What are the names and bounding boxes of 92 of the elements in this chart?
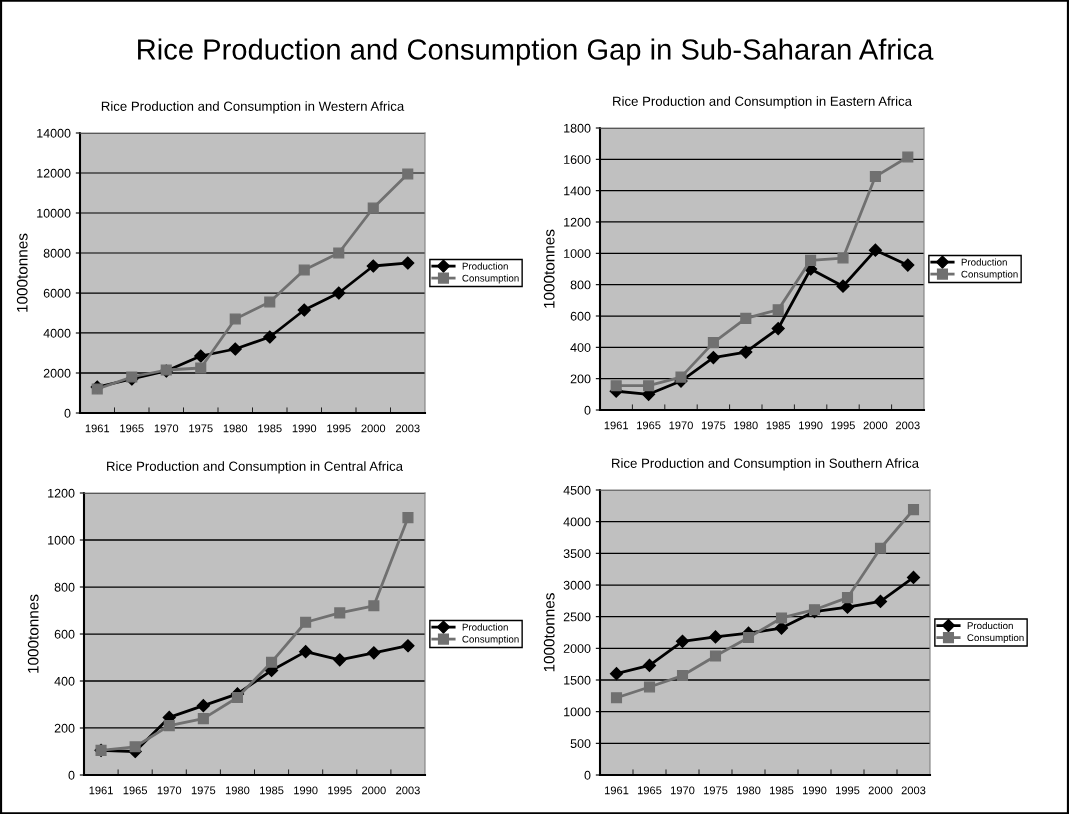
y-axis-title: 1000tonnes bbox=[27, 594, 39, 673]
legend-label: Consumption bbox=[462, 635, 519, 645]
chart-title: Rice Production and Consumption in Central Africa bbox=[107, 461, 404, 474]
chart-title: Rice Production and Consumption in Eastern Africa bbox=[613, 96, 912, 109]
y-tick-label: 1500 bbox=[564, 675, 591, 685]
y-tick-label: 3500 bbox=[563, 549, 591, 558]
y-tick-label: 4500 bbox=[563, 485, 591, 495]
y-tick-label: 3000 bbox=[563, 580, 591, 590]
y-tick-label: 0 bbox=[64, 408, 71, 418]
y-tick-label: 200 bbox=[570, 374, 591, 384]
y-tick-label: 14000 bbox=[37, 128, 71, 138]
x-tick-label: 1961 bbox=[604, 421, 629, 430]
legend-label: Production bbox=[462, 623, 508, 631]
x-tick-label: 1990 bbox=[802, 786, 827, 795]
x-tick-label: 1975 bbox=[189, 424, 213, 433]
y-axis-title: 1000tonnes bbox=[543, 593, 555, 672]
y-tick-label: 800 bbox=[570, 280, 591, 290]
x-tick-label: 1990 bbox=[292, 424, 317, 433]
y-tick-label: 6000 bbox=[43, 288, 71, 298]
legend-label: Consumption bbox=[961, 270, 1018, 280]
y-tick-label: 2000 bbox=[43, 368, 71, 378]
x-tick-label: 2000 bbox=[868, 786, 893, 795]
y-tick-label: 600 bbox=[54, 629, 75, 639]
x-tick-label: 2003 bbox=[395, 424, 420, 433]
x-tick-label: 1985 bbox=[260, 786, 284, 795]
y-tick-label: 500 bbox=[570, 739, 591, 748]
x-tick-label: 1965 bbox=[637, 786, 662, 795]
y-tick-label: 1600 bbox=[564, 155, 591, 164]
x-tick-label: 2003 bbox=[396, 786, 420, 795]
x-tick-label: 1980 bbox=[736, 786, 761, 795]
y-tick-label: 400 bbox=[54, 676, 75, 686]
y-tick-label: 2000 bbox=[563, 644, 591, 653]
y-axis-title: 1000tonnes bbox=[543, 229, 555, 308]
y-tick-label: 10000 bbox=[37, 208, 71, 218]
x-tick-label: 1980 bbox=[734, 421, 758, 430]
y-tick-label: 1800 bbox=[564, 123, 591, 133]
legend-label: Consumption bbox=[967, 633, 1024, 644]
x-tick-label: 1985 bbox=[258, 424, 282, 433]
y-tick-label: 800 bbox=[54, 582, 75, 592]
x-tick-label: 1965 bbox=[120, 424, 144, 433]
x-tick-label: 2003 bbox=[901, 786, 926, 795]
x-tick-label: 1990 bbox=[799, 421, 823, 430]
y-tick-label: 600 bbox=[570, 311, 591, 321]
x-tick-label: 1970 bbox=[669, 421, 693, 430]
x-tick-label: 1970 bbox=[154, 424, 179, 433]
y-tick-label: 8000 bbox=[43, 248, 71, 258]
x-tick-label: 1980 bbox=[225, 786, 250, 795]
x-tick-label: 1985 bbox=[769, 786, 794, 795]
x-tick-label: 1970 bbox=[157, 786, 182, 795]
x-tick-label: 2000 bbox=[863, 421, 888, 430]
x-tick-label: 1975 bbox=[191, 786, 216, 795]
text: Rice Production and Consumption Gap in Sub-Saharan Africa bbox=[138, 38, 934, 66]
x-tick-label: 2003 bbox=[896, 421, 920, 430]
y-tick-label: 1000 bbox=[564, 249, 591, 258]
y-tick-label: 4000 bbox=[563, 517, 591, 527]
x-tick-label: 1985 bbox=[766, 421, 791, 430]
y-tick-label: 200 bbox=[54, 723, 75, 733]
x-tick-label: 1995 bbox=[327, 424, 351, 433]
y-tick-label: 12000 bbox=[37, 168, 71, 178]
y-tick-label: 1200 bbox=[564, 217, 591, 227]
x-tick-label: 1965 bbox=[123, 786, 148, 795]
x-tick-label: 1970 bbox=[670, 786, 695, 795]
y-tick-label: 0 bbox=[584, 405, 591, 415]
x-tick-label: 1965 bbox=[637, 421, 661, 430]
x-tick-label: 1995 bbox=[328, 786, 352, 795]
y-tick-label: 4000 bbox=[43, 328, 71, 338]
y-tick-label: 1000 bbox=[48, 535, 75, 545]
chart-title: Rice Production and Consumption in Southern Africa bbox=[612, 458, 920, 471]
y-tick-label: 1200 bbox=[48, 488, 75, 498]
x-tick-label: 1995 bbox=[835, 786, 860, 795]
x-tick-label: 1961 bbox=[604, 786, 629, 795]
y-axis-title: 1000tonnes bbox=[16, 233, 28, 312]
x-tick-label: 1975 bbox=[701, 421, 726, 430]
y-tick-label: 400 bbox=[570, 343, 591, 352]
legend-label: Production bbox=[462, 262, 508, 270]
x-tick-label: 1990 bbox=[294, 786, 318, 795]
y-tick-label: 0 bbox=[584, 770, 591, 780]
x-tick-label: 1975 bbox=[703, 786, 728, 795]
x-tick-label: 2000 bbox=[361, 424, 386, 433]
legend-label: Production bbox=[967, 621, 1013, 630]
y-tick-label: 1000 bbox=[564, 707, 591, 717]
y-tick-label: 0 bbox=[68, 770, 75, 780]
x-tick-label: 2000 bbox=[362, 786, 386, 795]
legend-label: Production bbox=[961, 258, 1007, 266]
chart-title: Rice Production and Consumption in Western Africa bbox=[101, 101, 405, 114]
y-tick-label: 1400 bbox=[564, 186, 591, 196]
x-tick-label: 1961 bbox=[89, 786, 113, 795]
x-tick-label: 1961 bbox=[85, 424, 110, 433]
y-tick-label: 2500 bbox=[563, 612, 591, 622]
x-tick-label: 1980 bbox=[223, 424, 248, 433]
x-tick-label: 1995 bbox=[831, 421, 855, 430]
legend-label: Consumption bbox=[462, 274, 519, 284]
